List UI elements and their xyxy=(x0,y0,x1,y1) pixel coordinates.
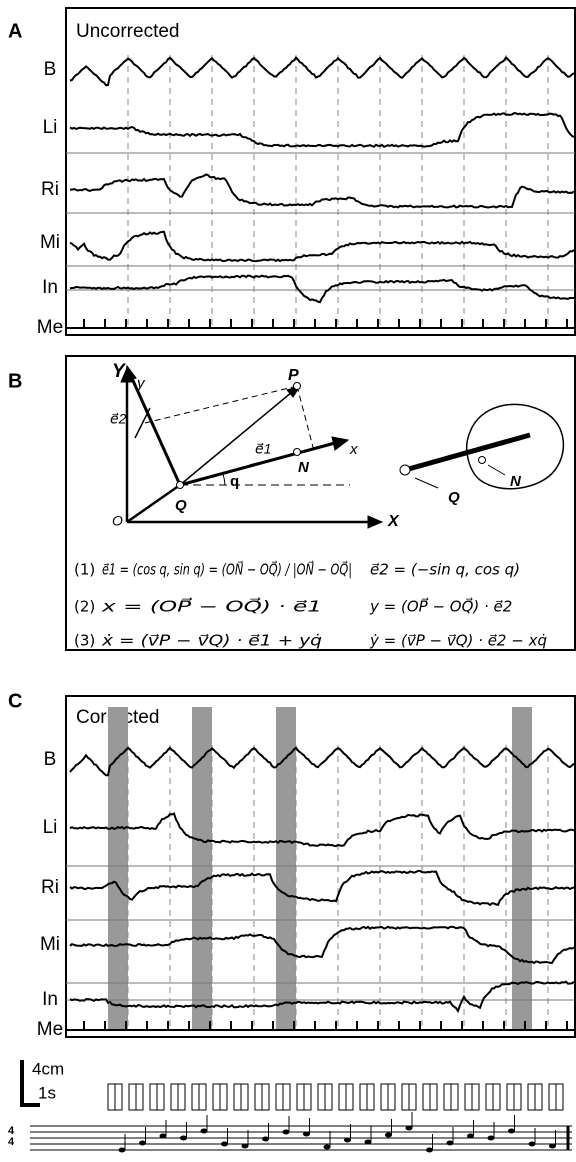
panel-letter: C xyxy=(8,690,22,712)
time-signature: 4 xyxy=(8,1136,15,1148)
trace-label: Mi xyxy=(40,934,60,955)
note xyxy=(241,1143,249,1149)
note xyxy=(426,1147,433,1153)
note xyxy=(487,1135,495,1141)
panel-b-frame xyxy=(65,355,576,651)
music-staff xyxy=(30,1083,572,1153)
trace-label: Li xyxy=(43,117,58,138)
equation-number: (2) xyxy=(74,598,95,616)
equation: e⃗1 = (cos q, sin q) = (ON⃗ − OQ⃗) / |ON… xyxy=(102,560,352,579)
trace xyxy=(69,746,575,777)
equation: ẋ = (v⃗P − v⃗Q) · e⃗1 + yq̇ xyxy=(101,632,322,650)
trace xyxy=(69,230,575,263)
note xyxy=(364,1139,372,1145)
label: e⃗2 xyxy=(110,411,127,427)
scale-label: 1s xyxy=(38,1083,56,1102)
label: x xyxy=(349,441,358,458)
highlight-band xyxy=(512,707,532,1029)
panel-title: Uncorrected xyxy=(76,21,180,42)
trace-label: B xyxy=(44,59,57,80)
note xyxy=(303,1131,310,1137)
equation-number: (3) xyxy=(74,632,95,650)
note xyxy=(180,1135,187,1141)
label: O xyxy=(112,513,123,529)
trace xyxy=(69,980,575,1014)
equation: y = (OP⃗ − OQ⃗) · e⃗2 xyxy=(369,597,512,616)
note xyxy=(549,1143,556,1149)
trace xyxy=(69,274,574,304)
note xyxy=(323,1144,331,1150)
time-signature: 4 xyxy=(8,1125,15,1137)
panel-letter: A xyxy=(8,20,22,42)
trace xyxy=(69,112,575,148)
trace-label: Me xyxy=(37,1019,63,1040)
trace-label: Ri xyxy=(41,179,59,200)
label: Q xyxy=(175,497,187,514)
note xyxy=(262,1136,269,1142)
panel-a-frame xyxy=(65,7,576,336)
note xyxy=(385,1132,392,1138)
equation: ẏ = (v⃗P − v⃗Q) · e⃗2 − xq̇ xyxy=(369,632,547,650)
note xyxy=(508,1128,515,1134)
label: Y xyxy=(112,361,127,382)
trace-label: Li xyxy=(43,817,58,838)
scale-label: 4cm xyxy=(32,1059,64,1078)
label: X xyxy=(387,513,400,530)
note xyxy=(282,1129,290,1135)
note xyxy=(405,1125,413,1131)
scale-bar xyxy=(20,1060,40,1107)
highlight-band xyxy=(108,707,128,1029)
label: N xyxy=(298,459,310,476)
label: Q xyxy=(448,489,460,506)
trace-label: Me xyxy=(37,317,63,338)
highlight-band xyxy=(192,707,212,1029)
trace-label: Ri xyxy=(41,877,59,898)
equation: x = (OP⃗ − OQ⃗) · e⃗1 xyxy=(100,597,322,616)
label: y xyxy=(136,375,146,392)
trace-label: B xyxy=(44,749,57,770)
trace-label: In xyxy=(42,989,58,1010)
note xyxy=(467,1133,474,1139)
label: q xyxy=(230,473,239,490)
label: P xyxy=(288,367,299,384)
note xyxy=(139,1140,146,1146)
label: N xyxy=(510,473,522,490)
panel-letter: B xyxy=(8,370,22,392)
trace xyxy=(70,173,575,209)
note xyxy=(159,1133,167,1139)
note xyxy=(446,1140,454,1146)
trace xyxy=(69,869,575,907)
trace xyxy=(69,55,575,87)
note xyxy=(528,1141,536,1147)
note xyxy=(118,1147,126,1153)
equation: e⃗2 = (−sin q, cos q) xyxy=(370,561,520,579)
trace xyxy=(69,925,575,965)
highlight-band xyxy=(276,707,296,1029)
trace xyxy=(69,812,575,848)
trace-label: Mi xyxy=(40,232,60,253)
trace-label: In xyxy=(42,277,58,298)
note xyxy=(344,1137,351,1143)
note xyxy=(221,1141,228,1147)
coordinate-diagram xyxy=(120,364,565,529)
note xyxy=(200,1128,208,1134)
equation-number: (1) xyxy=(74,561,95,579)
label: e⃗1 xyxy=(255,441,271,457)
